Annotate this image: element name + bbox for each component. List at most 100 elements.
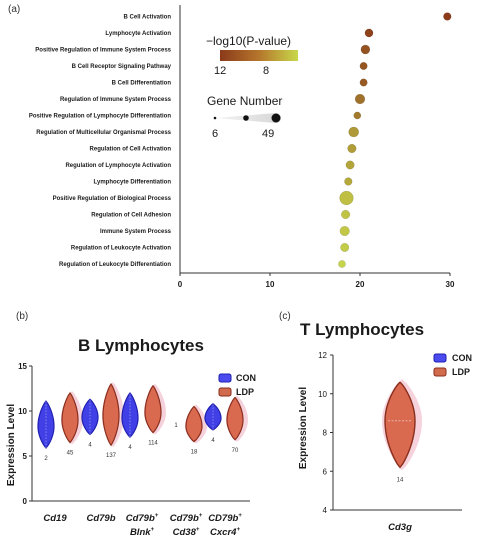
- y-tick-label: 8: [323, 429, 328, 438]
- violin-ldp: [226, 396, 244, 441]
- count-ldp: 14: [397, 477, 404, 483]
- panel-a-label: (a): [8, 4, 20, 15]
- violin-ldp: [61, 391, 79, 444]
- gene-label-second-sup: +: [196, 527, 200, 533]
- data-point: [345, 160, 355, 170]
- violin-con: [81, 398, 99, 436]
- panel-b-legend: CON LDP: [218, 373, 256, 397]
- x-tick-label: 20: [356, 280, 365, 289]
- category-label: Positive Regulation of Biological Proces…: [53, 196, 172, 202]
- gene-label-second: Blnk+: [130, 527, 155, 538]
- count-con: 1: [174, 423, 178, 429]
- legend-con-swatch: [218, 373, 232, 383]
- gene-label: Cd79b: [86, 513, 115, 524]
- size-legend-dot-medium: [243, 115, 249, 121]
- count-con: 4: [211, 438, 215, 444]
- legend-ldp-label: LDP: [236, 387, 254, 397]
- data-point: [353, 111, 362, 120]
- data-point: [339, 225, 350, 236]
- count-ldp: 114: [148, 441, 158, 447]
- count-ldp: 45: [67, 451, 74, 457]
- count-ldp: 18: [191, 450, 198, 456]
- panel-b-title: B Lymphocytes: [78, 336, 204, 355]
- count-con: 4: [88, 442, 92, 448]
- gene-label: Cd3g: [388, 522, 412, 533]
- category-label: Regulation of Multicellular Organismal P…: [36, 130, 171, 136]
- category-label: Regulation of Lymphocyte Activation: [65, 163, 171, 169]
- count-con: 2: [44, 456, 48, 462]
- data-point: [443, 12, 452, 21]
- panel-c-violins: 14: [382, 379, 422, 483]
- gene-label: Cd79b+: [126, 513, 159, 524]
- gene-label: Cd79b+: [170, 513, 203, 524]
- category-label: Positive Regulation of Lymphocyte Differ…: [29, 114, 171, 120]
- category-label: Regulation of Cell Adhesion: [91, 213, 171, 219]
- category-label: B Cell Differentiation: [112, 81, 172, 87]
- x-tick-label: 10: [266, 280, 275, 289]
- data-point: [359, 62, 368, 70]
- category-label: B Cell Receptor Signaling Pathway: [72, 64, 172, 70]
- gene-label-sup: +: [199, 513, 203, 519]
- category-label: Immune System Process: [100, 229, 172, 235]
- panel-b-label: (b): [16, 311, 28, 322]
- category-label: Lymphocyte Differentiation: [94, 180, 172, 186]
- data-point: [347, 143, 357, 154]
- legend-con-label: CON: [236, 373, 256, 383]
- data-point: [360, 44, 371, 55]
- panel-c-legend: CON LDP: [433, 353, 472, 377]
- y-tick-label: 5: [23, 452, 28, 461]
- y-tick-label: 0: [23, 497, 28, 506]
- size-legend-title: Gene Number: [207, 94, 282, 108]
- gene-label-sup: +: [238, 513, 242, 519]
- y-tick-label: 10: [318, 390, 327, 399]
- y-tick-label: 4: [323, 506, 328, 515]
- gene-label-second-sup: +: [236, 527, 240, 533]
- category-label: Regulation of Leukocyte Activation: [71, 246, 171, 252]
- size-legend-min: 6: [212, 128, 218, 140]
- gene-label: CD79b+: [208, 513, 242, 524]
- legend-c-con-label: CON: [452, 353, 472, 363]
- data-point: [348, 126, 359, 138]
- violin-ldp: [102, 382, 120, 447]
- y-tick-label: 12: [318, 351, 327, 360]
- category-label: Lymphocyte Activation: [105, 31, 171, 37]
- size-legend-max: 49: [262, 128, 274, 140]
- panel-a-x-ticks: 0 10 20 30: [178, 273, 455, 289]
- size-legend-dot-large: [271, 113, 281, 123]
- violin-ldp: [185, 405, 203, 443]
- category-label: Regulation of Leukocyte Differentiation: [59, 262, 171, 268]
- panel-b-y-ticks: 0 5 10 15: [18, 362, 32, 506]
- y-tick-label: 10: [18, 407, 27, 416]
- data-point: [341, 209, 351, 220]
- data-point: [338, 260, 346, 268]
- panel-c-y-label: Expression Level: [298, 387, 309, 469]
- color-legend-min: 12: [214, 65, 226, 77]
- legend-c-con-swatch: [433, 353, 447, 363]
- count-con: 4: [128, 445, 132, 451]
- category-label: B Cell Activation: [124, 15, 172, 21]
- panel-b-violins: 2 45 4 137 4 114 1 18 4 70: [37, 382, 248, 462]
- y-tick-label: 15: [18, 362, 27, 371]
- gene-label-sup: +: [155, 513, 159, 519]
- data-point: [354, 93, 366, 105]
- legend-c-ldp-swatch: [433, 367, 447, 377]
- color-legend-title: −log10(P-value): [206, 34, 291, 48]
- data-point: [364, 28, 374, 38]
- panel-b-gene-labels: Cd19 Cd79b Cd79b+ Blnk+ Cd79b+ Cd38+ CD79b+ Cxc…: [43, 513, 242, 538]
- panel-c-title: T Lymphocytes: [300, 320, 424, 339]
- count-ldp: 70: [232, 448, 239, 454]
- panel-c-y-ticks: 4 6 8 10 12: [318, 351, 333, 515]
- panel-a-dots: [338, 12, 452, 268]
- panel-b-y-label: Expression Level: [6, 404, 17, 486]
- category-label: Regulation of Immune System Process: [60, 97, 172, 103]
- data-point: [339, 190, 354, 206]
- panel-a-categories: B Cell Activation Lymphocyte Activation Po…: [29, 15, 172, 269]
- size-legend-dot-small: [213, 116, 217, 120]
- category-label: Regulation of Cell Activation: [90, 147, 172, 153]
- y-tick-label: 6: [323, 467, 328, 476]
- data-point: [359, 78, 368, 87]
- data-point: [344, 177, 353, 186]
- color-legend-gradient: [220, 50, 298, 61]
- color-legend-max: 8: [263, 65, 269, 77]
- gene-label-second: Cxcr4+: [210, 527, 240, 538]
